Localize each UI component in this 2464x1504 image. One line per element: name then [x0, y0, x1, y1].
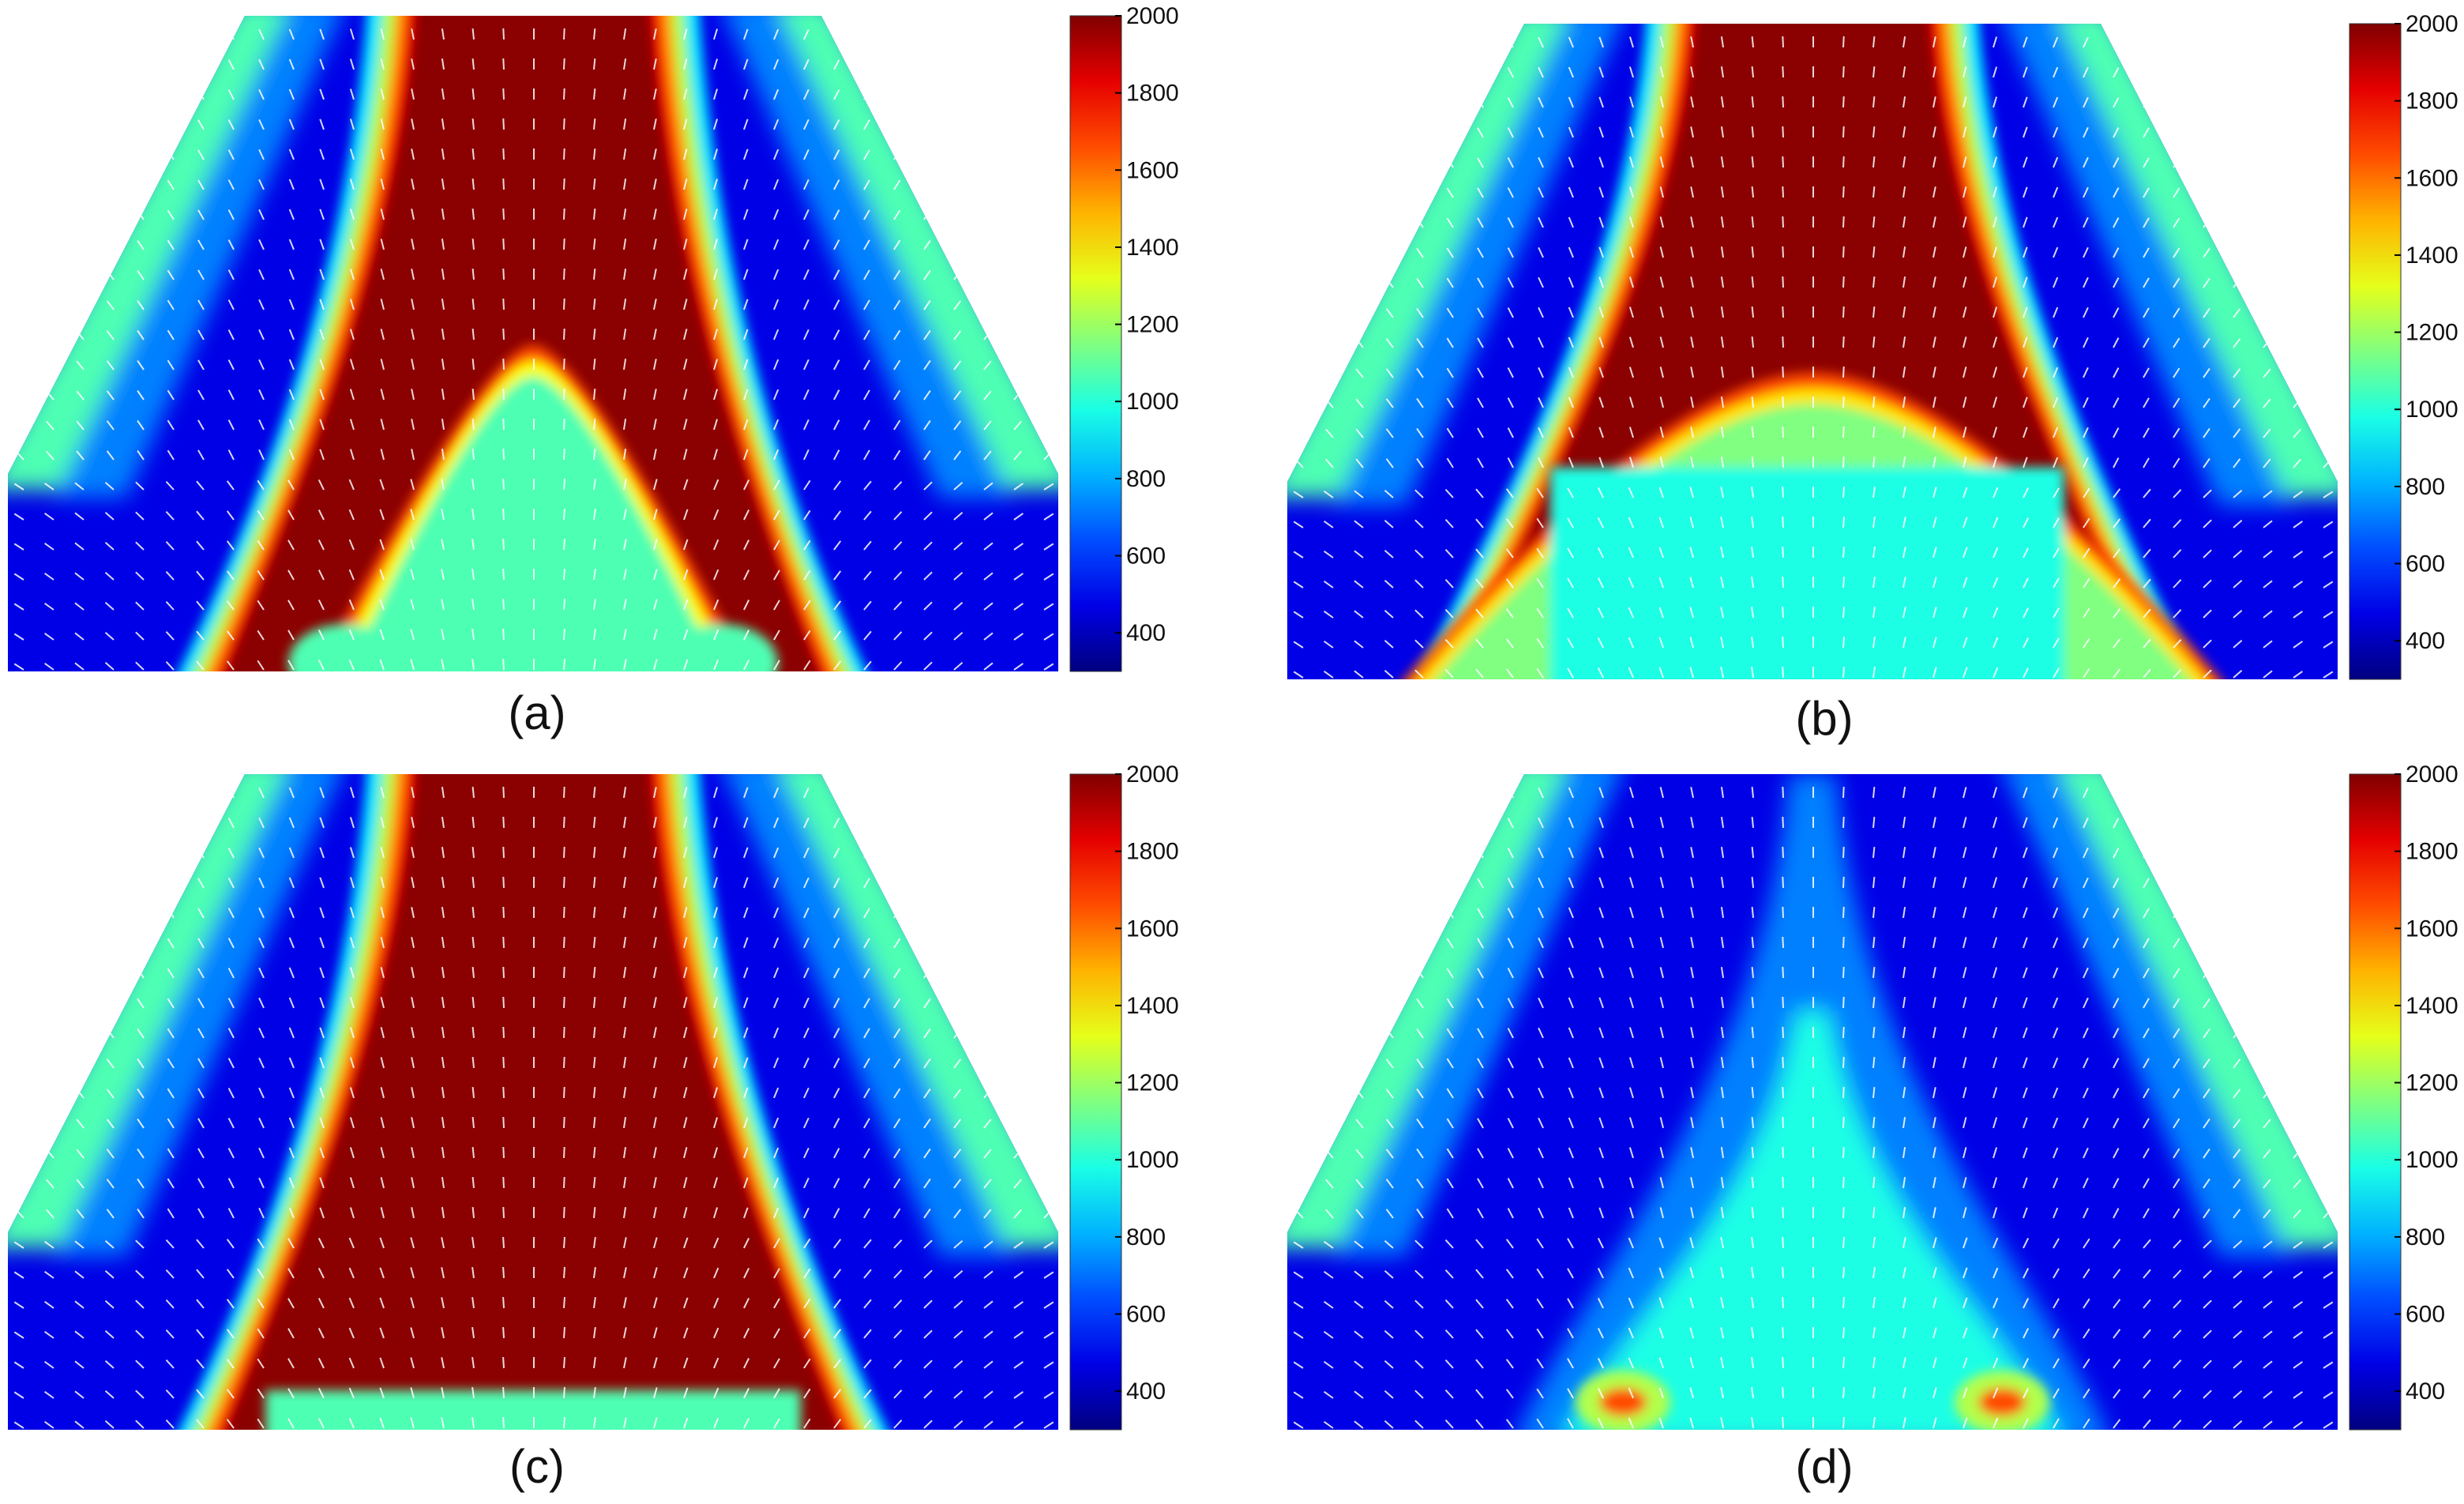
colorbar-tick-label: 2000	[2406, 761, 2458, 788]
colorbar-tick-label: 1600	[1126, 157, 1179, 183]
colorbar-tick-label: 400	[2406, 628, 2445, 654]
colorbar-tick-label: 800	[1126, 466, 1166, 492]
colorbar	[2349, 773, 2402, 1431]
caption-a: (a)	[508, 686, 566, 739]
colorbar-tick-label: 1000	[2406, 1147, 2458, 1173]
colorbar-tick-label: 1200	[1126, 312, 1179, 338]
colorbar-tick-label: 400	[1126, 1378, 1166, 1404]
panel-b: 400 600 800 1000 1200 1400 1600 1800 2000	[1287, 11, 2458, 687]
temperature-field	[8, 16, 1058, 671]
colorbar-tick-label: 1400	[1126, 235, 1179, 261]
colorbar-tick-label: 800	[2406, 474, 2445, 500]
colorbar-tick-label: 1600	[2406, 165, 2458, 191]
heatmap-b: 400 600 800 1000 1200 1400 1600 1800 2000	[1287, 11, 2458, 680]
colorbar-tick-label: 1800	[2406, 88, 2458, 115]
colorbar-tick-label: 2000	[1126, 761, 1179, 788]
caption-b: (b)	[1795, 692, 1854, 745]
colorbar-tick-label: 1800	[1126, 839, 1179, 865]
panel-a: 400 600 800 1000 1200 1400 1600 1800 2000	[8, 3, 1179, 679]
colorbar-tick-label: 1200	[2406, 1070, 2458, 1096]
caption-c: (c)	[509, 1440, 565, 1493]
hot-core	[171, 16, 875, 671]
colorbar-tick-label: 1800	[1126, 81, 1179, 107]
colorbar-tick-label: 2000	[2406, 11, 2458, 37]
colorbar-tick-label: 1600	[2406, 916, 2458, 942]
panel-c: 400 600 800 1000 1200 1400 1600 1800 2000	[8, 761, 1179, 1438]
caption-d: (d)	[1795, 1440, 1854, 1493]
colorbar-tick-label: 1800	[2406, 839, 2458, 865]
colorbar	[1069, 773, 1122, 1431]
heatmap-d: 400 600 800 1000 1200 1400 1600 1800 2000	[1287, 761, 2458, 1431]
colorbar-tick-label: 1000	[2406, 397, 2458, 423]
colorbar-tick-label: 1400	[2406, 243, 2458, 269]
colorbar-tick-label: 1400	[1126, 993, 1179, 1019]
colorbar-tick-label: 800	[1126, 1224, 1166, 1250]
colorbar-tick-label: 400	[2406, 1378, 2445, 1404]
colorbar-tick-label: 1400	[2406, 993, 2458, 1019]
colorbar	[2349, 23, 2402, 680]
heatmap-a: 400 600 800 1000 1200 1400 1600 1800 2000	[8, 3, 1179, 672]
heatmap-c: 400 600 800 1000 1200 1400 1600 1800 2000	[8, 761, 1179, 1431]
hot-spots	[1576, 1371, 2049, 1430]
colorbar-tick-label: 600	[2406, 551, 2445, 577]
temperature-field	[1287, 774, 2338, 1430]
colorbar-tick-label: 1000	[1126, 1147, 1179, 1173]
colorbar-tick-label: 1200	[1126, 1070, 1179, 1096]
temperature-field	[8, 774, 1058, 1430]
colorbar-tick-label: 2000	[1126, 3, 1179, 29]
colorbar-tick-label: 600	[2406, 1302, 2445, 1328]
colorbar-tick-label: 1000	[1126, 389, 1179, 415]
temperature-field	[1287, 24, 2338, 679]
colorbar-tick-label: 1600	[1126, 916, 1179, 942]
colorbar-tick-label: 400	[1126, 620, 1166, 646]
wall-edge-band	[8, 774, 1058, 1256]
colorbar-tick-label: 600	[1126, 1302, 1166, 1328]
colorbar	[1069, 15, 1122, 672]
colorbar-tick-label: 1200	[2406, 320, 2458, 346]
colorbar-tick-label: 800	[2406, 1224, 2445, 1250]
panel-d: 400 600 800 1000 1200 1400 1600 1800 2000	[1287, 761, 2458, 1438]
colorbar-tick-label: 600	[1126, 543, 1166, 570]
